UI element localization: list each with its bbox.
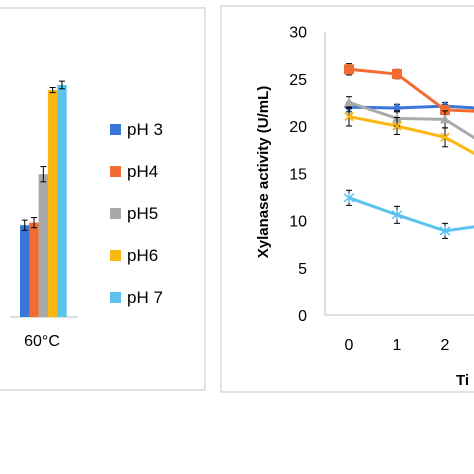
point-ph5: [344, 97, 354, 107]
bar-ph3: [20, 225, 30, 317]
right-panel-frame: [220, 5, 474, 393]
legend-swatch: [110, 292, 121, 303]
right-line-chart: 0 5 10 15 20 25 30 0 1 2 Xylanase activity (U/mL…: [255, 25, 474, 389]
point-ph7: [343, 192, 355, 203]
point-ph6: [344, 111, 354, 122]
y-tick-label: 20: [289, 119, 307, 136]
y-tick-label: 5: [298, 261, 307, 278]
line-ph7: [348, 196, 474, 233]
point-ph7: [391, 209, 403, 220]
bar-ph7: [57, 84, 67, 317]
point-ph4: [344, 64, 354, 75]
y-tick-label: 0: [298, 308, 307, 325]
legend-label: pH5: [127, 204, 158, 223]
legend-label: pH 7: [127, 288, 163, 307]
point-ph7: [439, 225, 451, 236]
bar-ph5: [38, 174, 49, 317]
y-tick-label: 30: [289, 25, 307, 42]
point-ph5: [440, 114, 450, 124]
x-axis-title: Ti: [456, 372, 469, 389]
left-bar-chart: 60°C pH 3 pH4 pH5 pH6 pH 7: [10, 80, 163, 350]
x-tick-label: 0: [345, 337, 354, 354]
y-tick-label: 15: [289, 166, 307, 183]
line-ph6: [348, 115, 474, 156]
legend-label: pH6: [127, 246, 158, 265]
legend-label: pH4: [127, 162, 158, 181]
line-ph4: [348, 67, 474, 113]
legend-swatch: [110, 166, 121, 177]
point-ph4: [392, 69, 402, 80]
left-panel-frame: [0, 7, 206, 391]
legend-swatch: [110, 124, 121, 135]
y-axis-title: Xylanase activity (U/mL): [255, 86, 272, 259]
y-tick-label: 10: [289, 214, 307, 231]
left-x-tick-label: 60°C: [24, 333, 60, 350]
line-ph3: [348, 104, 474, 110]
legend-swatch: [110, 208, 121, 219]
line-ph5: [348, 100, 474, 140]
legend-swatch: [110, 250, 121, 261]
point-ph4: [440, 104, 450, 115]
point-ph6: [440, 132, 450, 143]
x-tick-label: 1: [393, 337, 402, 354]
x-tick-label: 2: [441, 337, 450, 354]
legend-label: pH 3: [127, 120, 163, 139]
point-ph6: [392, 121, 402, 131]
y-tick-label: 25: [289, 72, 307, 89]
bar-ph4: [29, 222, 39, 317]
bar-ph6: [47, 90, 58, 317]
